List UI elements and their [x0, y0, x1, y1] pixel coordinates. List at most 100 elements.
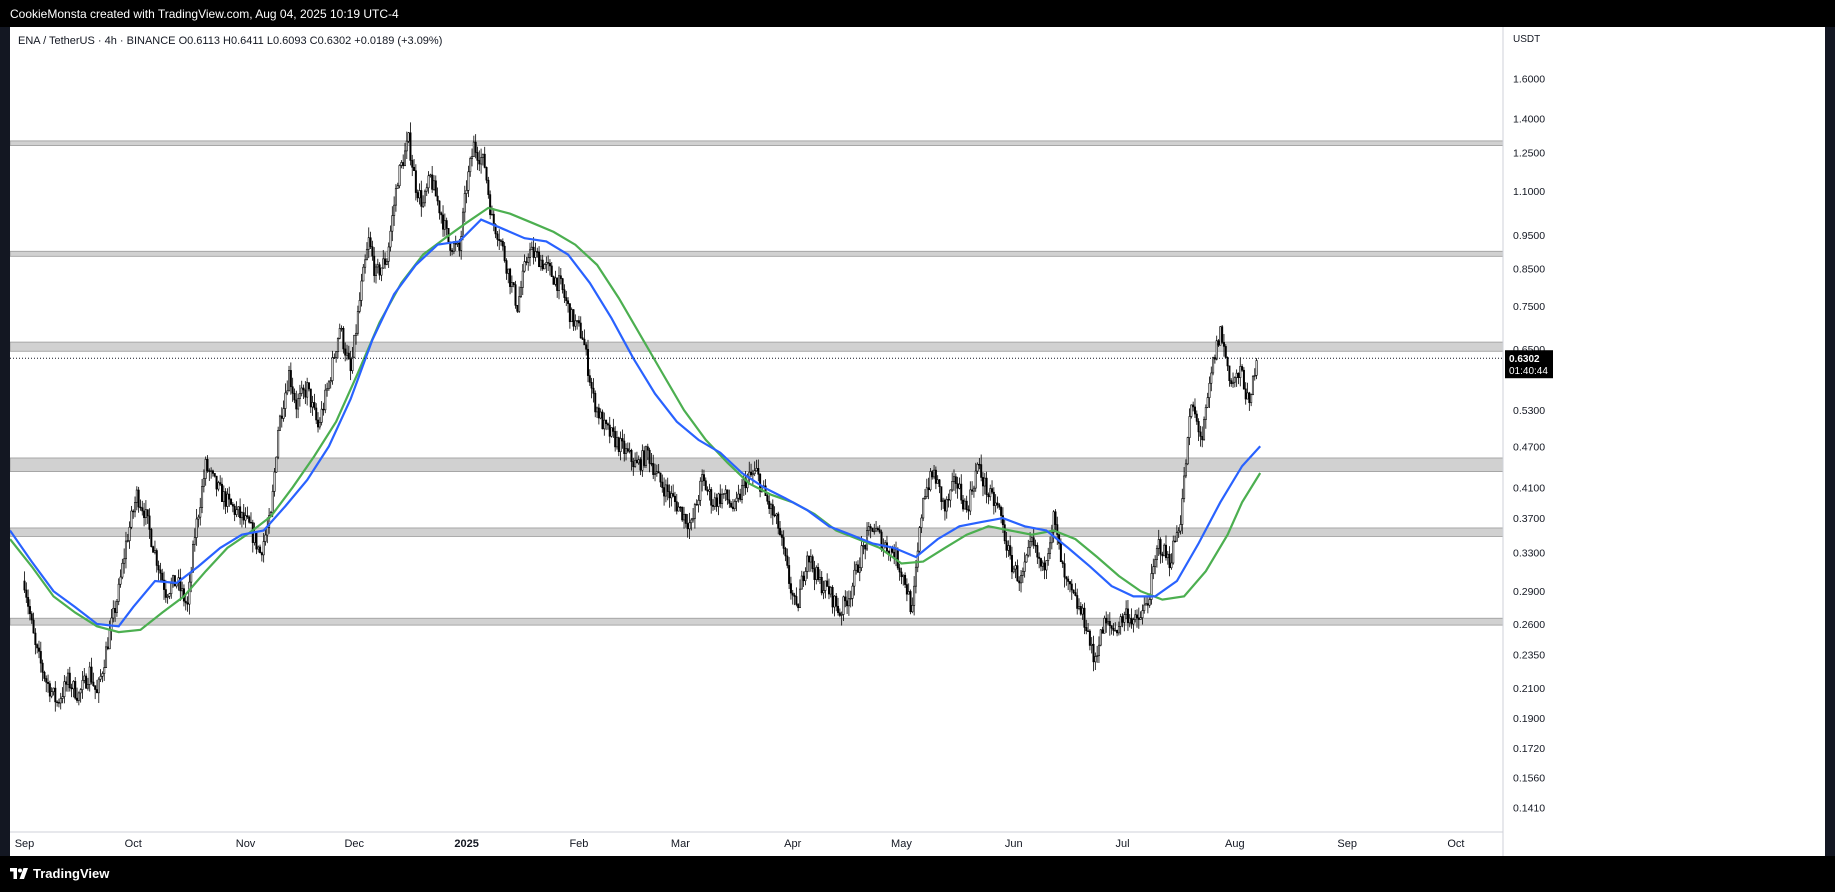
candle-body — [603, 419, 606, 430]
candle-body — [991, 488, 994, 493]
candle-body — [974, 470, 977, 489]
candle-body — [813, 568, 816, 580]
candle-body — [47, 681, 50, 684]
candle-body — [1030, 537, 1033, 542]
candle-body — [1206, 397, 1209, 408]
candle-body — [472, 141, 475, 157]
candle-body — [621, 438, 624, 442]
candle-body — [217, 482, 220, 490]
candle-body — [400, 162, 403, 166]
candle-body — [155, 550, 158, 566]
candle-body — [751, 473, 754, 476]
chart-svg[interactable]: USDT 1.6000 1.4000 1.2500 1.1000 0.9500 0.850… — [9, 27, 1825, 856]
candlestick-series — [23, 122, 1258, 712]
candle-body — [496, 233, 499, 240]
candle-body — [873, 530, 876, 533]
candle-body — [525, 261, 528, 263]
price-tick: 0.2600 — [1513, 619, 1545, 631]
candle-body — [956, 483, 959, 489]
candle-body — [307, 382, 310, 390]
chart-pane[interactable]: USDT 1.6000 1.4000 1.2500 1.1000 0.9500 0.850… — [9, 27, 1825, 856]
tradingview-logo-icon — [10, 868, 28, 879]
candle-body — [1061, 561, 1064, 564]
candle-body — [545, 262, 548, 265]
support-resistance-zones — [9, 140, 1504, 626]
time-tick: Jun — [1005, 838, 1023, 850]
candle-body — [701, 474, 704, 482]
candle-body — [739, 493, 742, 500]
candle-body — [385, 261, 388, 265]
candle-body — [204, 459, 207, 479]
candle-body — [1164, 544, 1167, 559]
candle-body — [220, 483, 223, 502]
candle-body — [355, 332, 358, 336]
candle-body — [730, 503, 733, 508]
candle-body — [27, 597, 30, 607]
candle-body — [206, 459, 209, 472]
candle-body — [402, 162, 405, 167]
candle-body — [724, 489, 727, 494]
candle-body — [465, 190, 468, 194]
candle-body — [228, 493, 231, 500]
candle-body — [1072, 589, 1075, 593]
candle-body — [306, 382, 309, 398]
candle-body — [170, 583, 173, 595]
candle-body — [648, 449, 651, 464]
candle-body — [403, 150, 406, 167]
candle-body — [608, 424, 611, 437]
candle-body — [414, 170, 417, 193]
tradingview-logo[interactable]: TradingView — [10, 866, 109, 881]
candle-body — [605, 419, 608, 425]
price-axis: 1.6000 1.4000 1.2500 1.1000 0.9500 0.8500 0.75… — [1513, 74, 1545, 815]
candle-body — [1172, 540, 1175, 564]
candle-body — [1016, 565, 1019, 582]
candle-body — [431, 174, 434, 190]
candle-body — [501, 241, 504, 247]
candle-body — [34, 632, 37, 645]
candle-body — [646, 446, 649, 451]
candle-body — [443, 220, 446, 230]
candle-body — [690, 519, 693, 524]
candle-body — [317, 419, 320, 428]
candle-body — [735, 497, 738, 502]
candle-body — [222, 491, 225, 502]
candle-body — [85, 675, 88, 689]
candle-body — [867, 526, 870, 531]
candle-body — [338, 328, 341, 339]
candle-body — [847, 598, 850, 607]
candle-body — [500, 240, 503, 242]
candle-body — [389, 230, 392, 248]
candle-body — [664, 484, 667, 497]
candle-body — [255, 532, 258, 550]
candle-body — [1085, 627, 1088, 632]
candle-body — [396, 185, 399, 189]
candle-body — [599, 411, 602, 419]
candle-body — [670, 493, 673, 499]
candle-body — [1183, 475, 1186, 499]
candle-body — [483, 153, 486, 168]
price-tick: 1.2500 — [1513, 148, 1545, 160]
candle-body — [1128, 617, 1131, 624]
candle-body — [1063, 563, 1066, 578]
candle-body — [741, 485, 744, 500]
candle-body — [432, 180, 435, 190]
candle-body — [264, 534, 267, 542]
candle-body — [594, 393, 597, 413]
candle-body — [293, 392, 296, 401]
candle-body — [639, 459, 642, 471]
candle-body — [342, 327, 345, 350]
price-tick: 0.1410 — [1513, 803, 1545, 815]
candle-body — [101, 673, 104, 677]
candle-body — [487, 179, 490, 195]
candle-body — [318, 422, 321, 428]
candle-body — [1154, 559, 1157, 568]
candle-body — [565, 297, 568, 302]
candle-body — [416, 192, 419, 199]
candle-body — [902, 574, 905, 578]
candle-body — [697, 499, 700, 506]
candle-body — [371, 246, 374, 257]
candle-body — [380, 267, 383, 276]
candle-body — [260, 552, 263, 556]
price-tick: 0.2350 — [1513, 649, 1545, 661]
candle-body — [793, 594, 796, 597]
